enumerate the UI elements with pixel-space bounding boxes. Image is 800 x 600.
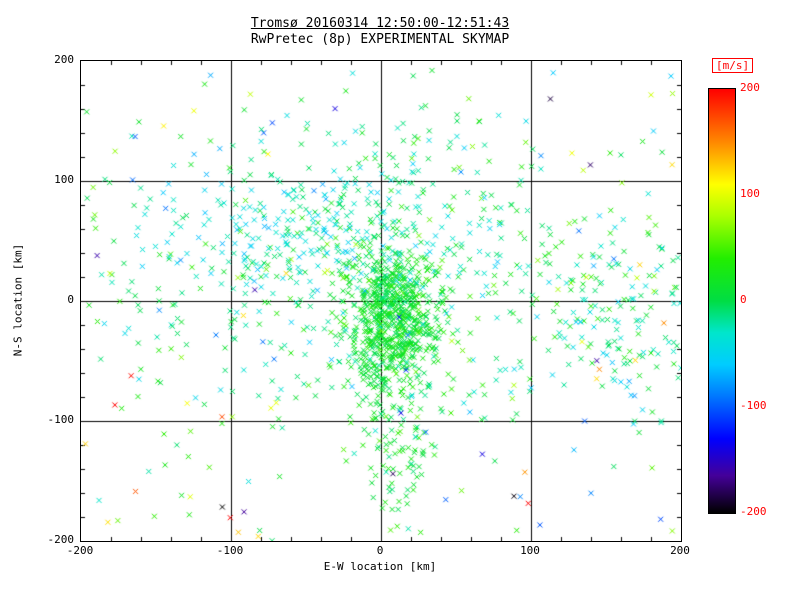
plot-title-line1: Tromsø 20160314 12:50:00-12:51:43 [250,16,510,31]
x-tick-label: 200 [670,544,690,557]
colorbar-tick-label: -200 [740,505,767,518]
plot-area [80,60,682,542]
y-tick-label: 0 [67,293,74,306]
colorbar-tick-label: 0 [740,293,747,306]
y-axis-title: N-S location [km] [11,243,25,357]
colorbar-tick-label: 100 [740,187,760,200]
y-tick-label: 200 [54,53,74,66]
plot-title-line2: RwPretec (8p) EXPERIMENTAL SKYMAP [250,32,510,47]
y-tick-label: 100 [54,173,74,186]
colorbar-unit-label: [m/s] [712,58,754,73]
y-tick-label: -100 [47,413,75,426]
x-tick-label: 100 [520,544,540,557]
colorbar [708,88,736,514]
colorbar-tick-label: 200 [740,81,760,94]
colorbar-tick-label: -100 [740,399,767,412]
x-axis-title: E-W location [km] [323,560,437,573]
y-tick-label: -200 [47,533,75,546]
x-tick-label: 0 [376,544,384,557]
plot-canvas [81,61,681,541]
x-tick-label: -200 [66,544,94,557]
x-tick-label: -100 [216,544,244,557]
